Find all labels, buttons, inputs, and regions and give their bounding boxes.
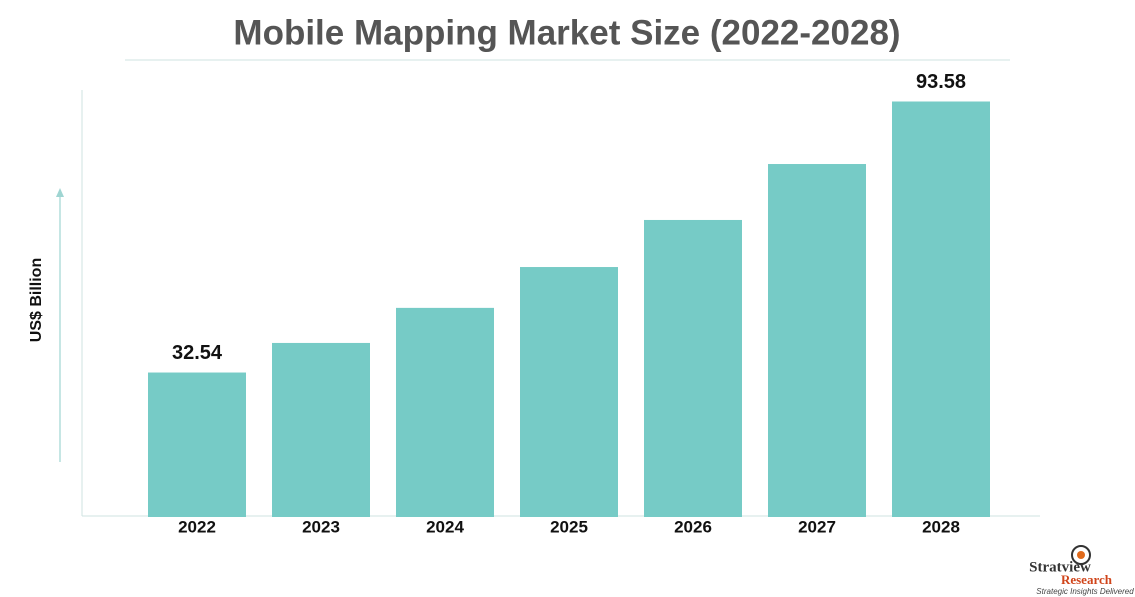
chart-title: Mobile Mapping Market Size (2022-2028): [233, 13, 900, 52]
bar: [272, 342, 370, 517]
bar: [520, 267, 618, 517]
y-axis-label: US$ Billion: [28, 258, 45, 342]
x-tick-label: 2026: [674, 517, 712, 536]
x-tick-label: 2023: [302, 517, 340, 536]
logo-icon: [1071, 545, 1091, 565]
x-tick-label: 2027: [798, 517, 836, 536]
bar: [892, 101, 990, 518]
bar: [396, 307, 494, 517]
logo-icon: [1077, 551, 1085, 559]
x-tick-label: 2025: [550, 517, 588, 536]
logo-name: Stratview: [1029, 559, 1091, 575]
x-tick-label: 2024: [426, 517, 464, 536]
logo-sub: Research: [1061, 572, 1113, 587]
axis-arrow-head: [56, 188, 64, 197]
bar: [768, 164, 866, 517]
bar: [148, 372, 246, 517]
bar: [644, 219, 742, 518]
x-tick-label: 2028: [922, 517, 960, 536]
logo-tagline: Strategic Insights Delivered: [1036, 587, 1134, 596]
value-label: 32.54: [172, 342, 223, 364]
value-label: 93.58: [916, 71, 966, 93]
logo: Stratview Research Strategic Insights De…: [1029, 545, 1134, 596]
x-tick-label: 2022: [178, 517, 216, 536]
